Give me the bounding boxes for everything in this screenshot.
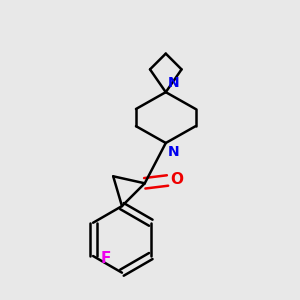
- Text: F: F: [101, 251, 111, 266]
- Text: O: O: [170, 172, 183, 187]
- Text: N: N: [167, 76, 179, 90]
- Text: N: N: [167, 145, 179, 159]
